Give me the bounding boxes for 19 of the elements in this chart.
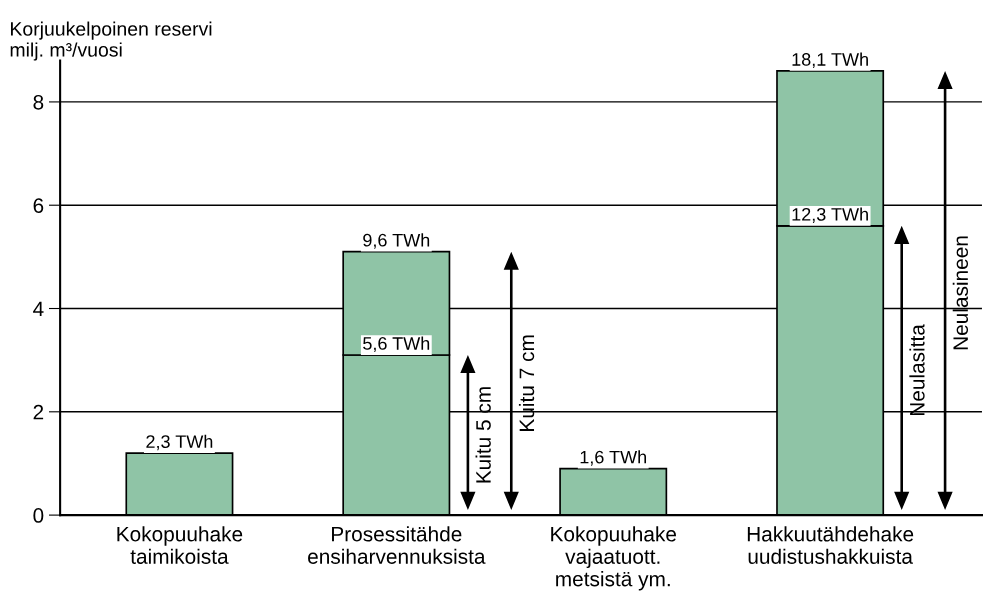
y-tick-label: 0 xyxy=(33,508,44,523)
annotation: Neulasineen xyxy=(952,236,969,350)
annotation: 12,3 TWh xyxy=(792,207,868,223)
annotation: 5,6 TWh xyxy=(363,336,430,353)
annotation: 1,6 TWh xyxy=(580,450,647,466)
y-axis-title: Korjuukelpoinen reservi milj. m³/vuosi xyxy=(10,21,212,61)
annotation: 2,3 TWh xyxy=(146,434,213,451)
annotation: Kuitu 7 cm xyxy=(518,335,535,431)
y-tick-label: 8 xyxy=(33,94,44,110)
y-tick-label: 4 xyxy=(33,301,44,317)
annotation: 9,6 TWh xyxy=(363,233,430,249)
y-tick-label: 2 xyxy=(33,404,44,420)
x-tick-label: Prosessitähde ensiharvennuksista xyxy=(308,526,486,564)
annotation: Neulasitta xyxy=(909,324,925,416)
annotation: 18,1 TWh xyxy=(792,52,868,68)
x-tick-label: Kokopuuhake taimikoista xyxy=(117,526,243,564)
x-tick-label: Kokopuuhake vajaatuott. metsistä ym. xyxy=(551,526,677,591)
y-tick-label: 6 xyxy=(33,198,44,213)
x-tick-label: Hakkuutähdehake uudistushakkuista xyxy=(747,526,914,564)
